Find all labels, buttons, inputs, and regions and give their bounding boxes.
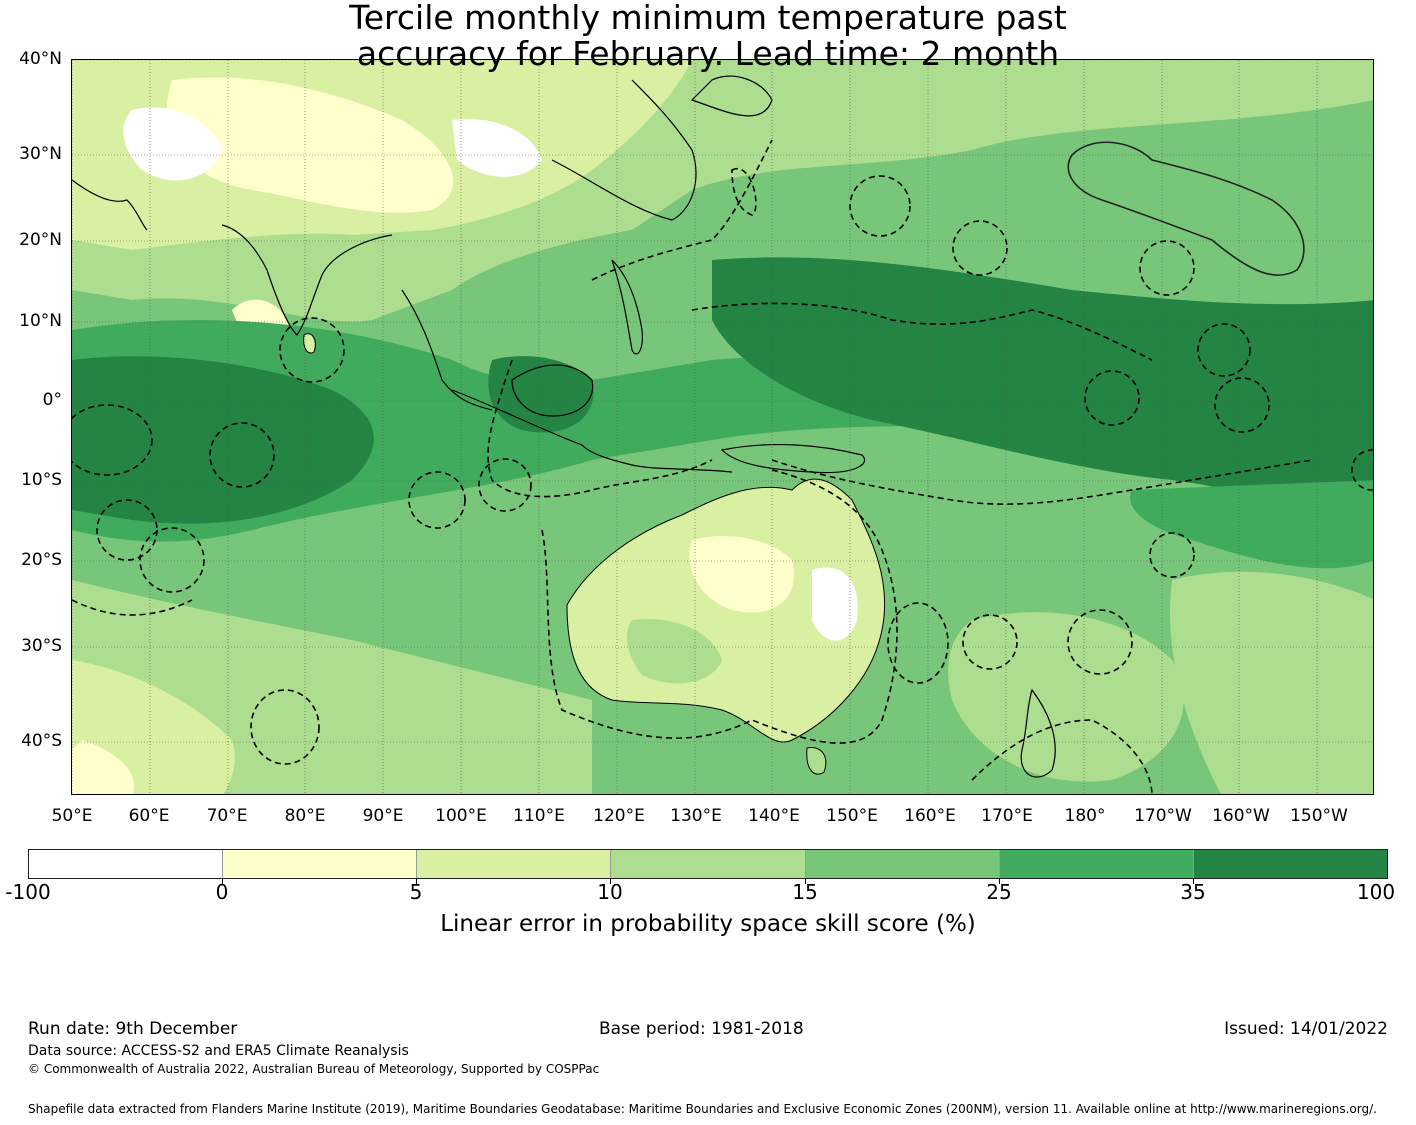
colorbar-tick-25: 25 bbox=[986, 880, 1012, 904]
lon-label-140e: 140°E bbox=[748, 806, 800, 826]
lat-label-20n: 20°N bbox=[19, 230, 62, 250]
run-date: Run date: 9th December bbox=[28, 1019, 238, 1039]
tasman-light bbox=[948, 612, 1184, 782]
east-asia-coast bbox=[551, 79, 697, 221]
colorbar-swatch-3 bbox=[611, 850, 806, 878]
title-line-1: Tercile monthly minimum temperature past bbox=[349, 0, 1067, 37]
lon-label-80e: 80°E bbox=[284, 806, 326, 826]
patch-white-1 bbox=[123, 107, 222, 181]
band-asia-pale bbox=[166, 77, 454, 213]
south-pacific-band bbox=[1130, 480, 1373, 569]
colorbar-tickmark bbox=[222, 878, 223, 884]
lon-label-160w: 160°W bbox=[1212, 806, 1270, 826]
colorbar-tick-100: 100 bbox=[1356, 880, 1396, 904]
lat-label-10s: 10°S bbox=[21, 470, 62, 490]
colorbar-tickmark bbox=[999, 878, 1000, 884]
lon-label-100e: 100°E bbox=[435, 806, 487, 826]
lon-label-170w: 170°W bbox=[1134, 806, 1192, 826]
lon-label-150e: 150°E bbox=[826, 806, 878, 826]
title-line-2: accuracy for February. Lead time: 2 mont… bbox=[356, 34, 1060, 73]
colorbar-tickmark bbox=[610, 878, 611, 884]
colorbar-swatch-2 bbox=[417, 850, 612, 878]
hawaii-boundary bbox=[1067, 141, 1305, 276]
southeast-asia-coast bbox=[401, 289, 493, 411]
india-coast bbox=[221, 224, 393, 336]
lon-label-60e: 60°E bbox=[128, 806, 170, 826]
data-source: Data source: ACCESS-S2 and ERA5 Climate … bbox=[28, 1043, 409, 1059]
map-title: Tercile monthly minimum temperature past… bbox=[200, 0, 1216, 72]
colorbar-swatch-5 bbox=[999, 850, 1194, 878]
new-zealand-coast bbox=[1020, 688, 1056, 778]
colorbar-label: Linear error in probability space skill … bbox=[440, 911, 976, 937]
australia-green-patch bbox=[626, 619, 722, 684]
colorbar-tickmark bbox=[1193, 878, 1194, 884]
copyright: © Commonwealth of Australia 2022, Austra… bbox=[28, 1062, 600, 1076]
colorbar-swatch-1 bbox=[223, 850, 418, 878]
colorbar-swatch-4 bbox=[805, 850, 1000, 878]
colorbar-tick-35: 35 bbox=[1180, 880, 1206, 904]
lat-label-40n: 40°N bbox=[19, 49, 62, 69]
colorbar-tick-0: 0 bbox=[215, 880, 229, 904]
issued-date: Issued: 14/01/2022 bbox=[1224, 1019, 1388, 1039]
colorbar-tick--100: -100 bbox=[5, 880, 51, 904]
pacific-dark bbox=[712, 257, 1373, 507]
lon-label-50e: 50°E bbox=[51, 806, 93, 826]
map-canvas bbox=[72, 60, 1373, 794]
lon-label-170e: 170°E bbox=[981, 806, 1033, 826]
australia-pale-north bbox=[689, 536, 794, 613]
sri-lanka bbox=[303, 333, 316, 354]
japan-coast bbox=[690, 75, 773, 117]
colorbar-swatch-6 bbox=[1193, 850, 1387, 878]
graticule bbox=[72, 60, 1373, 794]
colorbar-tick-15: 15 bbox=[792, 880, 818, 904]
lat-label-30n: 30°N bbox=[19, 144, 62, 164]
lon-label-110e: 110°E bbox=[513, 806, 565, 826]
philippines-coast bbox=[611, 259, 643, 355]
lon-label-130e: 130°E bbox=[670, 806, 722, 826]
indian-ocean-dark bbox=[72, 356, 374, 524]
eez-boundaries bbox=[72, 139, 1373, 794]
lon-label-150w: 150°W bbox=[1290, 806, 1348, 826]
skill-score-map bbox=[71, 59, 1374, 795]
south-west-yellow bbox=[72, 740, 134, 794]
south-pacific-light bbox=[1170, 571, 1373, 794]
lat-label-0: 0° bbox=[42, 390, 62, 410]
indonesia-coast bbox=[451, 389, 733, 473]
borneo-coast bbox=[511, 364, 594, 417]
lat-label-20s: 20°S bbox=[21, 550, 62, 570]
australia-white-patch bbox=[812, 567, 858, 641]
lat-label-40s: 40°S bbox=[21, 731, 62, 751]
colorbar-tickmark bbox=[805, 878, 806, 884]
maritime-dark bbox=[488, 356, 594, 433]
arabia-coast bbox=[72, 179, 148, 231]
colorbar-tick-5: 5 bbox=[409, 880, 423, 904]
colorbar bbox=[28, 849, 1388, 879]
lat-label-30s: 30°S bbox=[21, 636, 62, 656]
tasmania bbox=[806, 746, 827, 775]
new-guinea-coast bbox=[720, 443, 865, 474]
base-period: Base period: 1981-2018 bbox=[599, 1019, 804, 1039]
colorbar-tick-10: 10 bbox=[597, 880, 623, 904]
colorbar-swatch-0 bbox=[29, 850, 224, 878]
shapefile-credit: Shapefile data extracted from Flanders M… bbox=[28, 1102, 1377, 1116]
lon-label-90e: 90°E bbox=[362, 806, 404, 826]
lon-label-160e: 160°E bbox=[904, 806, 956, 826]
lat-label-10n: 10°N bbox=[19, 311, 62, 331]
colorbar-tickmark bbox=[416, 878, 417, 884]
lon-label-120e: 120°E bbox=[593, 806, 645, 826]
lon-label-70e: 70°E bbox=[206, 806, 248, 826]
lon-label-180: 180° bbox=[1064, 806, 1106, 826]
patch-white-2 bbox=[452, 119, 542, 177]
